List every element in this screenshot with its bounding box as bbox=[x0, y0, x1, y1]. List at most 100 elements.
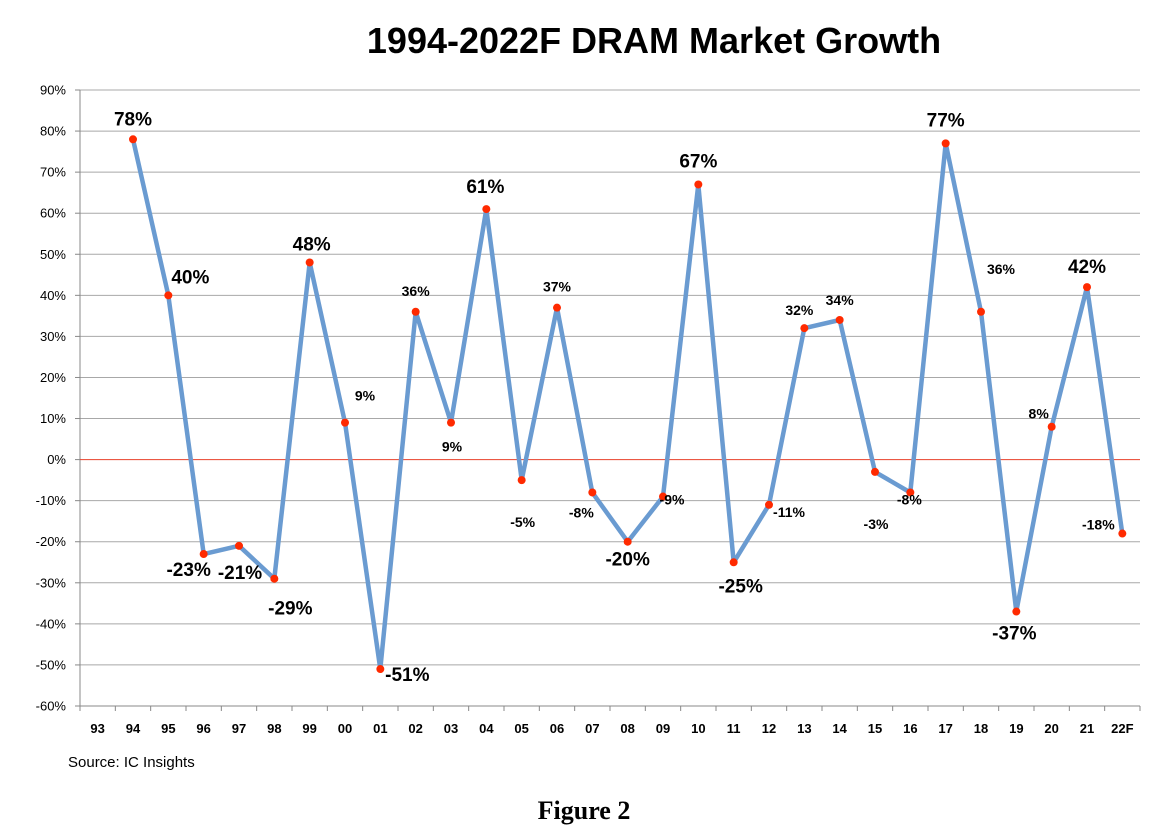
x-tick-label: 06 bbox=[550, 721, 564, 736]
data-point bbox=[765, 500, 773, 509]
x-tick-label: 96 bbox=[196, 721, 210, 736]
data-label: 40% bbox=[171, 267, 209, 288]
data-label: -18% bbox=[1082, 517, 1115, 533]
x-tick-label: 94 bbox=[126, 721, 141, 736]
data-point bbox=[235, 541, 243, 550]
data-point bbox=[517, 476, 526, 485]
x-tick-label: 99 bbox=[302, 721, 316, 736]
data-point bbox=[129, 135, 137, 144]
data-label: -29% bbox=[268, 599, 312, 620]
x-tick-label: 02 bbox=[408, 721, 422, 736]
x-tick-label: 08 bbox=[620, 721, 634, 736]
data-label: 36% bbox=[987, 261, 1016, 277]
data-label: 42% bbox=[1068, 257, 1106, 278]
data-point bbox=[411, 307, 420, 316]
y-tick-label: -60% bbox=[36, 699, 67, 714]
data-point bbox=[906, 488, 915, 497]
data-label: -37% bbox=[992, 624, 1036, 645]
x-tick-label: 05 bbox=[514, 721, 528, 736]
data-label: -51% bbox=[385, 665, 429, 686]
x-tick-label: 20 bbox=[1044, 721, 1058, 736]
x-tick-label: 01 bbox=[373, 721, 387, 736]
x-tick-label: 93 bbox=[90, 721, 104, 736]
x-tick-label: 09 bbox=[656, 721, 670, 736]
data-label: -11% bbox=[773, 504, 805, 520]
y-tick-label: 30% bbox=[40, 329, 66, 344]
data-label: 37% bbox=[543, 279, 572, 295]
y-tick-label: -40% bbox=[36, 616, 67, 631]
x-tick-label: 14 bbox=[832, 721, 847, 736]
data-label: -9% bbox=[660, 492, 685, 508]
x-tick-label: 00 bbox=[338, 721, 352, 736]
data-label: -5% bbox=[510, 514, 535, 530]
x-tick-label: 21 bbox=[1080, 721, 1094, 736]
data-label: 48% bbox=[293, 234, 331, 255]
y-tick-label: 60% bbox=[40, 206, 66, 221]
y-tick-label: -30% bbox=[36, 575, 67, 590]
data-label: -25% bbox=[718, 576, 762, 597]
data-point bbox=[164, 291, 173, 300]
data-label: -8% bbox=[569, 504, 594, 520]
data-point bbox=[588, 488, 597, 497]
data-point bbox=[977, 307, 985, 316]
y-tick-label: 40% bbox=[40, 288, 66, 303]
x-tick-label: 22F bbox=[1111, 721, 1133, 736]
y-tick-label: 0% bbox=[47, 452, 66, 467]
data-point bbox=[341, 418, 349, 427]
y-tick-label: 50% bbox=[40, 247, 66, 262]
data-label: 9% bbox=[355, 388, 376, 404]
x-tick-label: 11 bbox=[727, 721, 741, 736]
x-tick-label: 12 bbox=[762, 721, 776, 736]
x-tick-label: 04 bbox=[479, 721, 494, 736]
x-tick-label: 15 bbox=[868, 721, 882, 736]
data-label: 67% bbox=[679, 151, 717, 172]
data-label: -20% bbox=[605, 550, 649, 571]
data-label: -8% bbox=[897, 491, 922, 507]
source-note: Source: IC Insights bbox=[68, 754, 195, 771]
data-point bbox=[871, 467, 879, 476]
data-point bbox=[376, 665, 385, 674]
data-label: 32% bbox=[785, 302, 814, 318]
data-point bbox=[482, 205, 491, 214]
y-tick-label: 70% bbox=[40, 165, 66, 180]
data-label: 9% bbox=[442, 439, 463, 455]
data-point bbox=[1083, 283, 1091, 292]
data-point bbox=[270, 574, 279, 583]
x-tick-label: 10 bbox=[691, 721, 705, 736]
data-point bbox=[694, 180, 703, 189]
y-tick-label: -20% bbox=[36, 534, 67, 549]
data-label: 78% bbox=[114, 109, 152, 130]
data-point bbox=[1047, 422, 1056, 431]
data-point bbox=[659, 492, 667, 501]
x-tick-label: 13 bbox=[797, 721, 811, 736]
data-point bbox=[447, 418, 455, 427]
data-label: -21% bbox=[218, 563, 262, 584]
y-tick-label: 80% bbox=[40, 124, 66, 139]
x-tick-label: 16 bbox=[903, 721, 917, 736]
x-tick-label: 98 bbox=[267, 721, 281, 736]
data-point bbox=[305, 258, 314, 267]
data-label: -23% bbox=[166, 560, 210, 581]
figure-caption: Figure 2 bbox=[537, 796, 631, 825]
data-label: 34% bbox=[826, 292, 855, 308]
x-tick-label: 03 bbox=[444, 721, 458, 736]
y-tick-label: 90% bbox=[40, 83, 66, 98]
chart-title: 1994-2022F DRAM Market Growth bbox=[366, 20, 942, 61]
data-point bbox=[553, 303, 561, 312]
data-label: 36% bbox=[402, 283, 431, 299]
x-tick-label: 19 bbox=[1009, 721, 1023, 736]
x-tick-label: 97 bbox=[232, 721, 246, 736]
y-tick-label: 20% bbox=[40, 370, 66, 385]
x-tick-label: 17 bbox=[938, 721, 952, 736]
data-label: 61% bbox=[466, 177, 504, 198]
data-point bbox=[1118, 529, 1127, 538]
data-point bbox=[1012, 607, 1021, 616]
data-point bbox=[199, 550, 208, 559]
x-tick-label: 18 bbox=[974, 721, 988, 736]
series-line bbox=[130, 138, 1125, 672]
x-tick-label: 95 bbox=[161, 721, 175, 736]
data-point bbox=[835, 315, 844, 324]
data-label: 77% bbox=[927, 110, 965, 131]
x-tick-label: 07 bbox=[585, 721, 599, 736]
